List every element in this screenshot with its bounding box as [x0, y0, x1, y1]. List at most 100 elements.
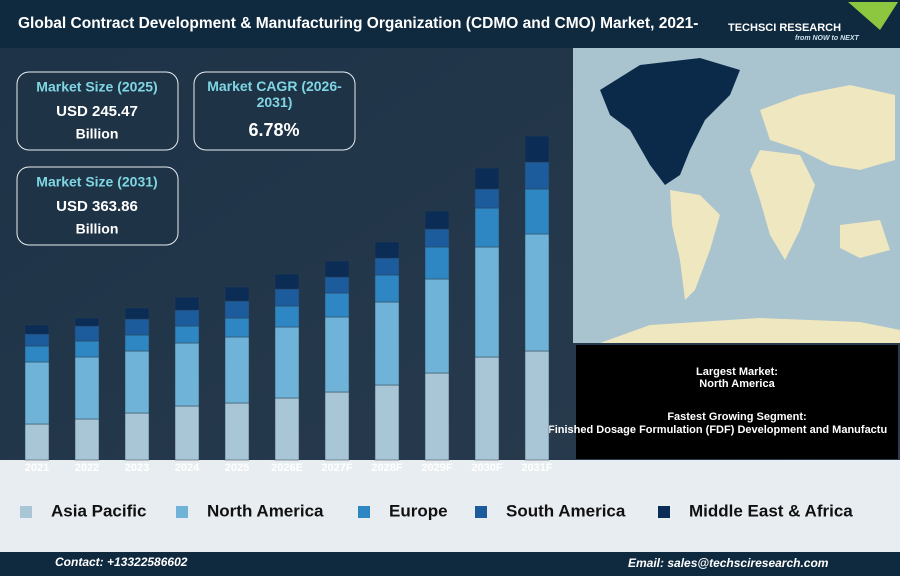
- x-tick-label: 2031F: [521, 462, 552, 474]
- bar-segment: [124, 350, 150, 414]
- bar-segment: [124, 412, 150, 461]
- bar-segment: [74, 325, 100, 342]
- x-tick-label: 2021: [25, 462, 49, 474]
- bar-segment: [274, 273, 300, 290]
- bar-segment: [424, 210, 450, 230]
- bar-segment: [324, 391, 350, 461]
- footer-band: [0, 552, 900, 576]
- stat-box: [16, 166, 179, 246]
- x-tick-label: 2022: [75, 462, 99, 474]
- bar-segment: [274, 288, 300, 307]
- x-tick-label: 2023: [125, 462, 149, 474]
- x-tick-label: 2025: [225, 462, 249, 474]
- legend-swatch: [358, 506, 370, 518]
- bar-segment: [174, 342, 200, 407]
- antarctica: [600, 318, 900, 343]
- stat-unit: Billion: [76, 126, 119, 142]
- bar-segment: [224, 402, 250, 461]
- stat-label: Market Size (2031): [36, 174, 157, 190]
- bar-segment: [474, 246, 500, 358]
- bar-segment: [124, 334, 150, 352]
- australia: [840, 220, 890, 258]
- bar-segment: [274, 326, 300, 399]
- stat-box: [193, 71, 356, 151]
- logo: TECHSCI RESEARCH: [728, 22, 841, 34]
- info-value: North America: [699, 378, 775, 390]
- x-tick-label: 2026E: [271, 462, 303, 474]
- legend-label: Europe: [389, 501, 448, 520]
- bar-segment: [424, 246, 450, 280]
- bar-segment: [174, 405, 200, 461]
- bar-segment: [174, 309, 200, 327]
- bar-segment: [474, 167, 500, 190]
- bar-segment: [374, 274, 400, 303]
- info-value: Finished Dosage Formulation (FDF) Develo…: [548, 424, 887, 436]
- info-label: Largest Market:: [696, 366, 778, 378]
- info-box: [576, 345, 898, 459]
- legend-swatch: [176, 506, 188, 518]
- legend-label: Middle East & Africa: [689, 501, 853, 520]
- legend-swatch: [475, 506, 487, 518]
- footer-email: Email: sales@techsciresearch.com: [628, 556, 829, 570]
- tagline: from NOW to NEXT: [795, 35, 859, 42]
- stat-label: Market Size (2025): [36, 79, 157, 95]
- bar-segment: [24, 333, 50, 347]
- bar-segment: [424, 372, 450, 461]
- stat-unit: Billion: [76, 221, 119, 237]
- bar-segment: [24, 345, 50, 363]
- stat-value: USD 245.47: [56, 103, 138, 120]
- bar-segment: [124, 307, 150, 320]
- legend-band: [0, 460, 900, 552]
- bar-segment: [324, 260, 350, 278]
- bar-segment: [524, 350, 550, 461]
- eurasia: [760, 85, 895, 170]
- header-band: [0, 0, 900, 48]
- stat-box: [16, 71, 179, 151]
- stat-value: 6.78%: [248, 120, 299, 140]
- footer-contact: Contact: +13322586602: [55, 555, 188, 569]
- africa: [750, 150, 815, 260]
- logo-mark: [848, 2, 898, 30]
- bar-segment: [24, 423, 50, 461]
- stat-label-wrap: Market CAGR (2026-2031): [207, 78, 342, 110]
- title: Global Contract Development & Manufactur…: [18, 15, 698, 32]
- bar-segment: [74, 317, 100, 327]
- bar-segment: [374, 384, 400, 461]
- bar-segment: [424, 228, 450, 248]
- bar-segment: [24, 324, 50, 335]
- bar-segment: [524, 161, 550, 190]
- north-america: [600, 58, 740, 185]
- info-label: Fastest Growing Segment:: [667, 411, 806, 423]
- x-tick-label: 2029F: [421, 462, 452, 474]
- bar-segment: [24, 361, 50, 425]
- bar-segment: [474, 356, 500, 461]
- bar-segment: [224, 317, 250, 338]
- bar-segment: [174, 325, 200, 344]
- bar-segment: [74, 356, 100, 420]
- bar-segment: [174, 296, 200, 311]
- bar-segment: [524, 188, 550, 235]
- bar-segment: [274, 305, 300, 328]
- bar-segment: [524, 233, 550, 352]
- bar-segment: [224, 336, 250, 404]
- x-tick-label: 2030F: [471, 462, 502, 474]
- x-tick-label: 2027F: [321, 462, 352, 474]
- map: [573, 48, 900, 343]
- bar-segment: [274, 397, 300, 461]
- stat-value: USD 363.86: [56, 198, 138, 215]
- bar-segment: [324, 276, 350, 294]
- bar-segment: [224, 286, 250, 302]
- bar-segment: [374, 241, 400, 259]
- bar-segment: [324, 292, 350, 318]
- legend-label: South America: [506, 501, 626, 520]
- bar-segment: [474, 207, 500, 248]
- legend-swatch: [658, 506, 670, 518]
- bar-segment: [474, 188, 500, 209]
- bar-segment: [74, 418, 100, 461]
- legend-label: Asia Pacific: [51, 501, 146, 520]
- bar-segment: [124, 318, 150, 336]
- bar-segment: [524, 135, 550, 163]
- bar-segment: [74, 340, 100, 358]
- legend-label: North America: [207, 501, 324, 520]
